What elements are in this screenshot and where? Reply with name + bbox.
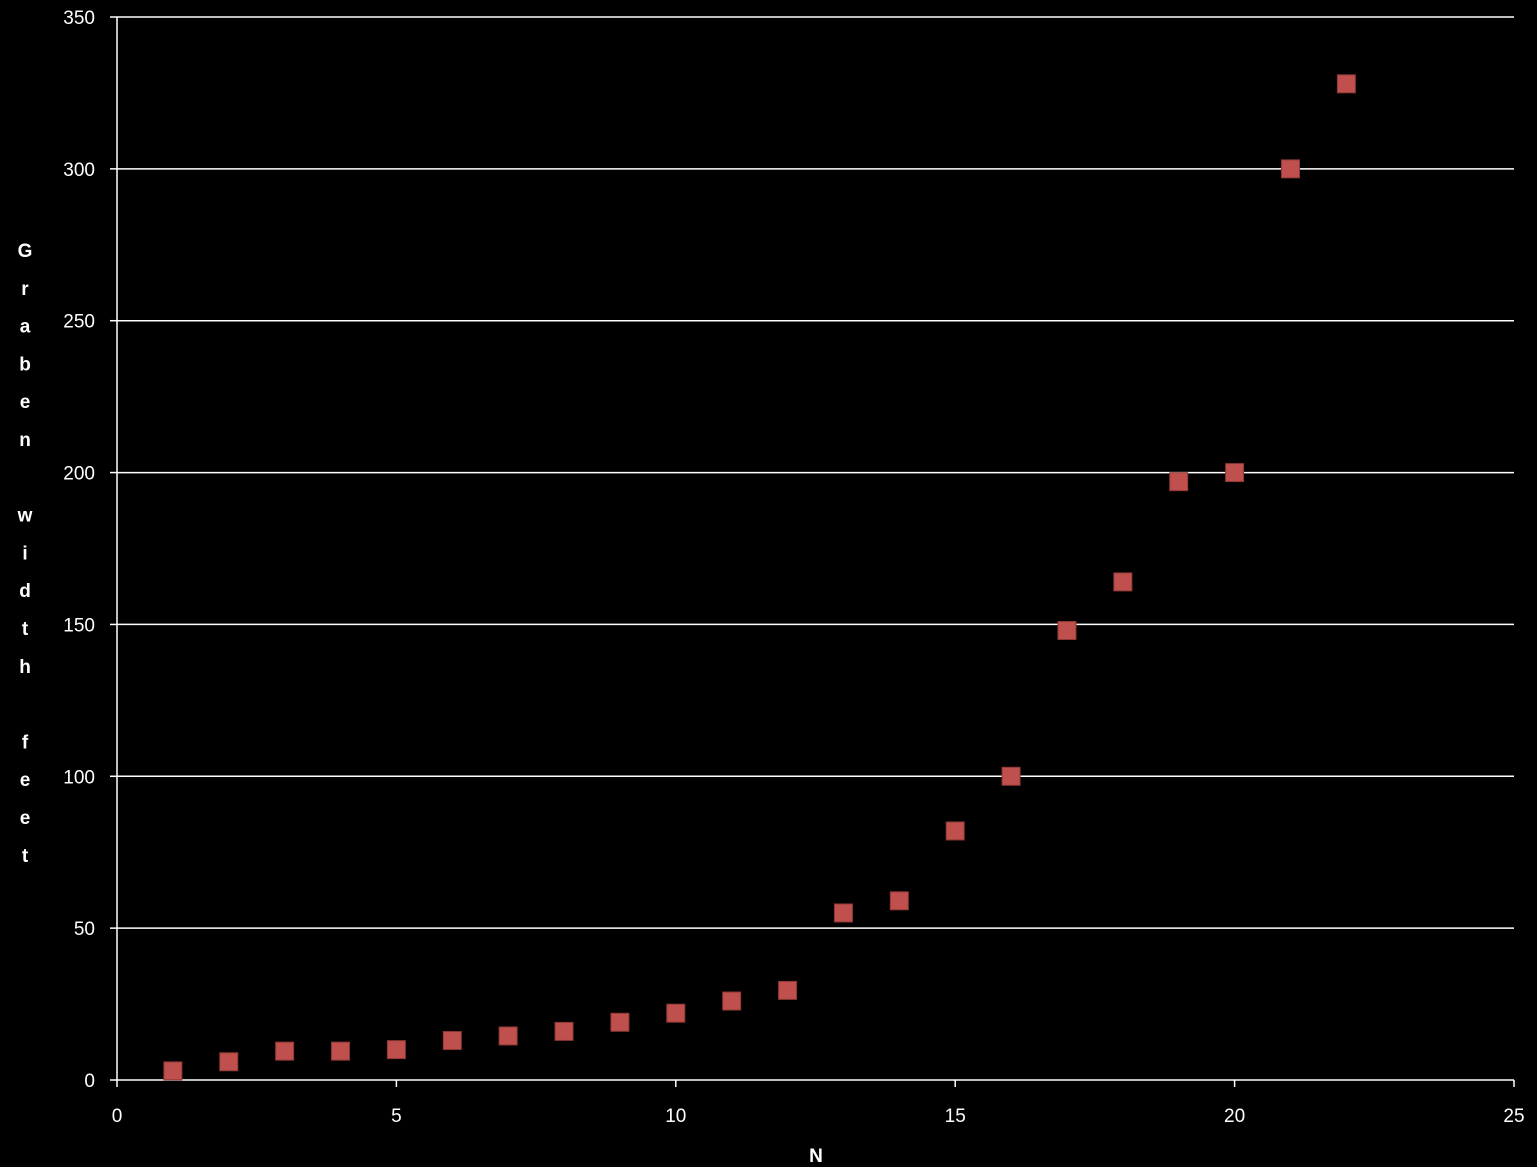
data-point (275, 1041, 295, 1061)
x-tick-label: 10 (665, 1106, 686, 1127)
x-tick-label: 5 (391, 1106, 402, 1127)
data-point (1113, 572, 1133, 592)
data-point (442, 1031, 462, 1051)
y-axis-title-char: e (20, 808, 31, 829)
y-axis-title-char: d (19, 581, 31, 602)
y-tick-label: 0 (84, 1071, 95, 1092)
y-axis-title-char: n (19, 430, 31, 451)
data-point (889, 891, 909, 911)
x-axis-title: N (809, 1146, 823, 1167)
y-tick-label: 200 (63, 464, 95, 485)
y-tick-label: 100 (63, 767, 95, 788)
y-axis-title-char: G (18, 241, 33, 262)
data-point (1001, 766, 1021, 786)
y-tick-label: 250 (63, 312, 95, 333)
x-tick-label: 15 (945, 1106, 966, 1127)
y-axis-title-char: r (21, 279, 29, 300)
y-tick-label: 350 (63, 8, 95, 29)
y-axis-title-char: b (19, 354, 31, 375)
x-tick-label: 20 (1224, 1106, 1245, 1127)
data-point (1280, 159, 1300, 179)
data-points (163, 74, 1356, 1081)
data-point (1057, 621, 1077, 641)
y-tick-label: 300 (63, 160, 95, 181)
data-point (778, 980, 798, 1000)
y-axis-title-char: w (17, 506, 33, 527)
data-point (1336, 74, 1356, 94)
y-axis-title-char: h (19, 657, 31, 678)
data-point (945, 821, 965, 841)
data-point (554, 1021, 574, 1041)
y-axis-title-char: t (22, 846, 29, 867)
axes (110, 16, 1515, 1087)
y-axis-title-char: e (20, 392, 31, 413)
data-point (666, 1003, 686, 1023)
y-axis-title-char: f (22, 732, 29, 753)
data-point (1225, 463, 1245, 483)
x-tick-label: 0 (112, 1106, 123, 1127)
tick-labels: 0 50 100 150 200 250 300 350 0 5 10 15 20 25 (63, 8, 1524, 1127)
x-tick-label: 25 (1503, 1106, 1524, 1127)
data-point (163, 1061, 183, 1081)
y-tick-label: 50 (74, 919, 95, 940)
data-point (386, 1040, 406, 1060)
y-tick-label: 150 (63, 615, 95, 636)
data-point (219, 1052, 239, 1072)
gridlines (117, 16, 1514, 929)
data-point (331, 1041, 351, 1061)
data-point (498, 1026, 518, 1046)
data-point (610, 1012, 630, 1032)
y-axis-title-char: a (20, 317, 31, 338)
data-point (833, 903, 853, 923)
data-point (1169, 472, 1189, 492)
y-axis-title-char: t (22, 619, 29, 640)
data-point (722, 991, 742, 1011)
y-axis-title-char: i (22, 543, 27, 564)
y-axis-title-char: e (20, 770, 31, 791)
